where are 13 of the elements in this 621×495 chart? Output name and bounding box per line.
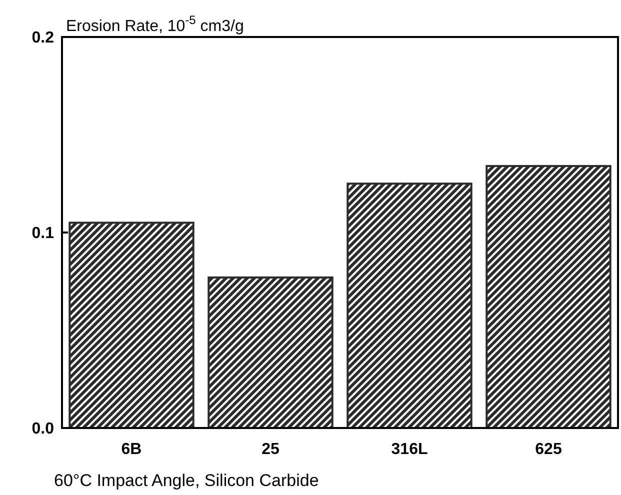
y-tick-label: 0.2 <box>32 30 54 47</box>
x-tick-label: 625 <box>535 441 562 458</box>
bar <box>486 165 612 429</box>
y-tick-label: 0.1 <box>32 225 54 242</box>
x-tick-label: 6B <box>121 441 142 458</box>
x-tick-label: 25 <box>262 441 280 458</box>
bar <box>208 276 334 429</box>
x-axis-title: 60°C Impact Angle, Silicon Carbide <box>54 471 319 490</box>
y-axis-title: Erosion Rate, 10$^{-5}$ cm3/g <box>66 13 244 35</box>
bar <box>346 182 472 429</box>
y-tick-label: 0.0 <box>32 420 54 438</box>
x-tick-label: 316L <box>391 441 428 458</box>
bar <box>68 222 194 429</box>
